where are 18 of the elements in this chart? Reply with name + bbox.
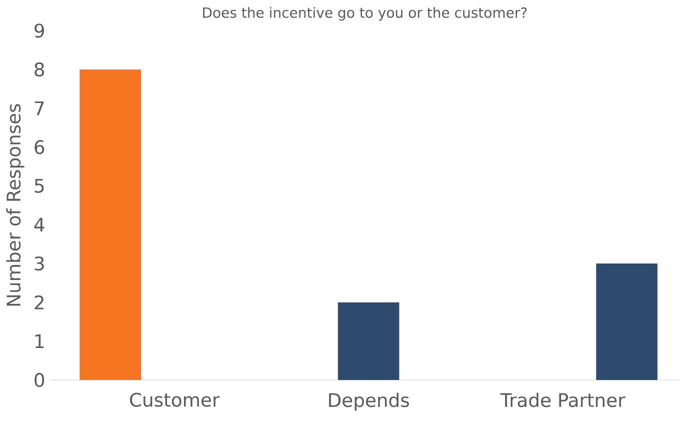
bar (80, 69, 141, 380)
y-tick-label: 4 (34, 218, 44, 232)
x-tick-label: Depends (329, 392, 409, 411)
bar (596, 264, 658, 380)
y-tick-label: 3 (34, 256, 44, 271)
chart-title: Does the incentive go to you or the customer? (203, 7, 527, 21)
y-tick-label: 7 (34, 101, 44, 116)
y-tick-label: 2 (34, 295, 44, 310)
x-tick-label: Customer (130, 392, 220, 407)
y-axis-title: Number of Responses (6, 104, 24, 306)
y-tick-label: 0 (34, 372, 44, 388)
y-tick-label: 6 (34, 140, 44, 154)
bar (338, 302, 400, 380)
y-tick-label: 8 (34, 62, 44, 77)
y-tick-label: 5 (34, 178, 44, 193)
y-tick-label: 1 (35, 334, 44, 348)
x-tick-label: Trade Partner (500, 392, 626, 408)
y-tick-label: 9 (34, 24, 44, 38)
